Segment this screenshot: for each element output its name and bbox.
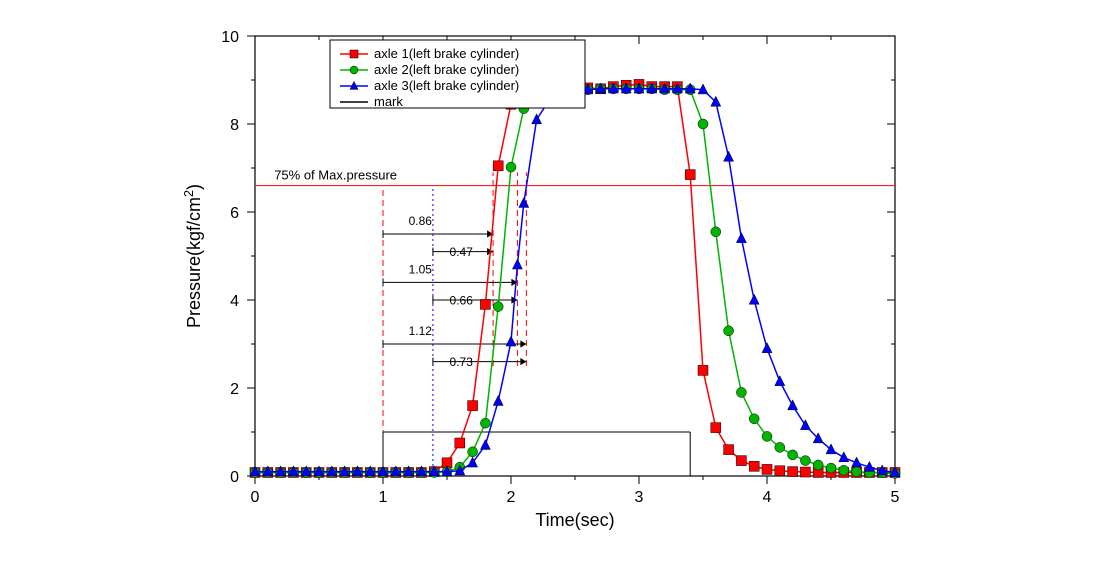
x-tick-label: 5 [891, 489, 900, 506]
y-tick-label: 6 [230, 205, 239, 222]
timing-label: 1.05 [409, 263, 433, 277]
y-axis-label: Pressure(kgf/cm2) [182, 184, 204, 328]
x-tick-label: 1 [379, 489, 388, 506]
y-tick-label: 4 [230, 293, 239, 310]
legend-label: mark [374, 94, 403, 109]
legend-label: axle 1(left brake cylinder) [374, 46, 519, 61]
x-tick-label: 4 [763, 489, 772, 506]
timing-label: 1.12 [409, 324, 433, 338]
x-tick-label: 3 [635, 489, 644, 506]
y-tick-label: 0 [230, 469, 239, 486]
x-tick-label: 0 [251, 489, 260, 506]
y-tick-label: 2 [230, 381, 239, 398]
legend-label: axle 3(left brake cylinder) [374, 78, 519, 93]
timing-label: 0.86 [409, 214, 433, 228]
legend-label: axle 2(left brake cylinder) [374, 62, 519, 77]
x-axis-label: Time(sec) [535, 510, 614, 530]
y-tick-label: 10 [221, 29, 239, 46]
y-tick-label: 8 [230, 117, 239, 134]
pressure-time-chart: 0 1 2 3 4 5 0 2 4 6 8 10 Time(sec) Pressure(kgf/cm2) 7… [0, 0, 1094, 563]
x-tick-label: 2 [507, 489, 516, 506]
threshold-label: 75% of Max.pressure [274, 168, 397, 183]
timing-label: 0.47 [450, 245, 474, 259]
timing-label: 0.66 [450, 293, 474, 307]
timing-label: 0.73 [450, 355, 474, 369]
